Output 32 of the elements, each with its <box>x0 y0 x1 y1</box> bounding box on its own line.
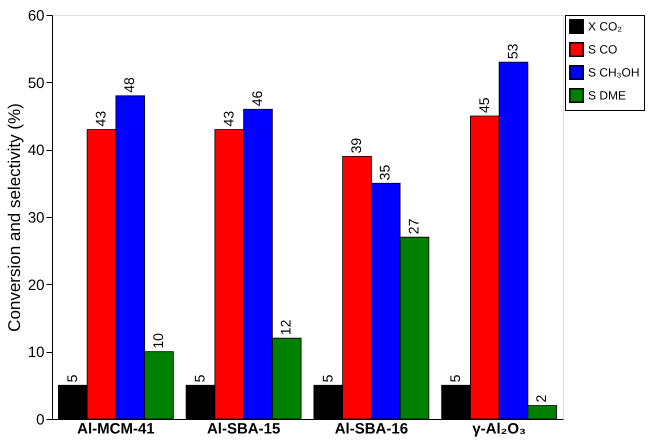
data-label: 5 <box>64 374 80 382</box>
data-label: 46 <box>248 90 265 106</box>
legend-label: S DME <box>588 88 626 102</box>
data-label: 5 <box>447 374 464 382</box>
y-tick-label: 60 <box>28 8 44 24</box>
x-tick-label: Al-SBA-15 <box>206 420 280 438</box>
data-label: 48 <box>121 77 138 93</box>
data-label: 45 <box>476 97 492 113</box>
data-label: 43 <box>220 110 236 126</box>
x-tick-label: γ-Al₂O₃ <box>472 420 526 438</box>
data-label: 5 <box>192 374 208 382</box>
y-tick-label: 20 <box>28 276 44 294</box>
data-label: 10 <box>150 332 166 349</box>
y-tick-label: 10 <box>28 344 44 362</box>
data-label: 27 <box>405 218 422 234</box>
x-tick-label: Al-MCM-41 <box>77 420 155 438</box>
data-label: 5 <box>319 374 336 382</box>
legend-label: S CO <box>588 42 618 56</box>
y-tick-label: 30 <box>28 210 44 226</box>
y-tick-label: 50 <box>28 74 44 92</box>
y-axis-title: Conversion and selectivity (%) <box>4 103 24 332</box>
legend-label: S CH₃OH <box>588 66 640 80</box>
y-tick-label: 40 <box>28 142 44 160</box>
data-label: 53 <box>504 43 520 60</box>
data-label: 35 <box>376 164 393 180</box>
x-tick-label: Al-SBA-16 <box>334 420 408 438</box>
legend-label: X CO₂ <box>588 20 622 34</box>
data-label: 2 <box>533 394 550 403</box>
data-label: 39 <box>348 138 364 154</box>
data-label: 43 <box>92 110 109 126</box>
y-tick-label: 0 <box>36 412 44 428</box>
data-label: 12 <box>278 319 294 336</box>
